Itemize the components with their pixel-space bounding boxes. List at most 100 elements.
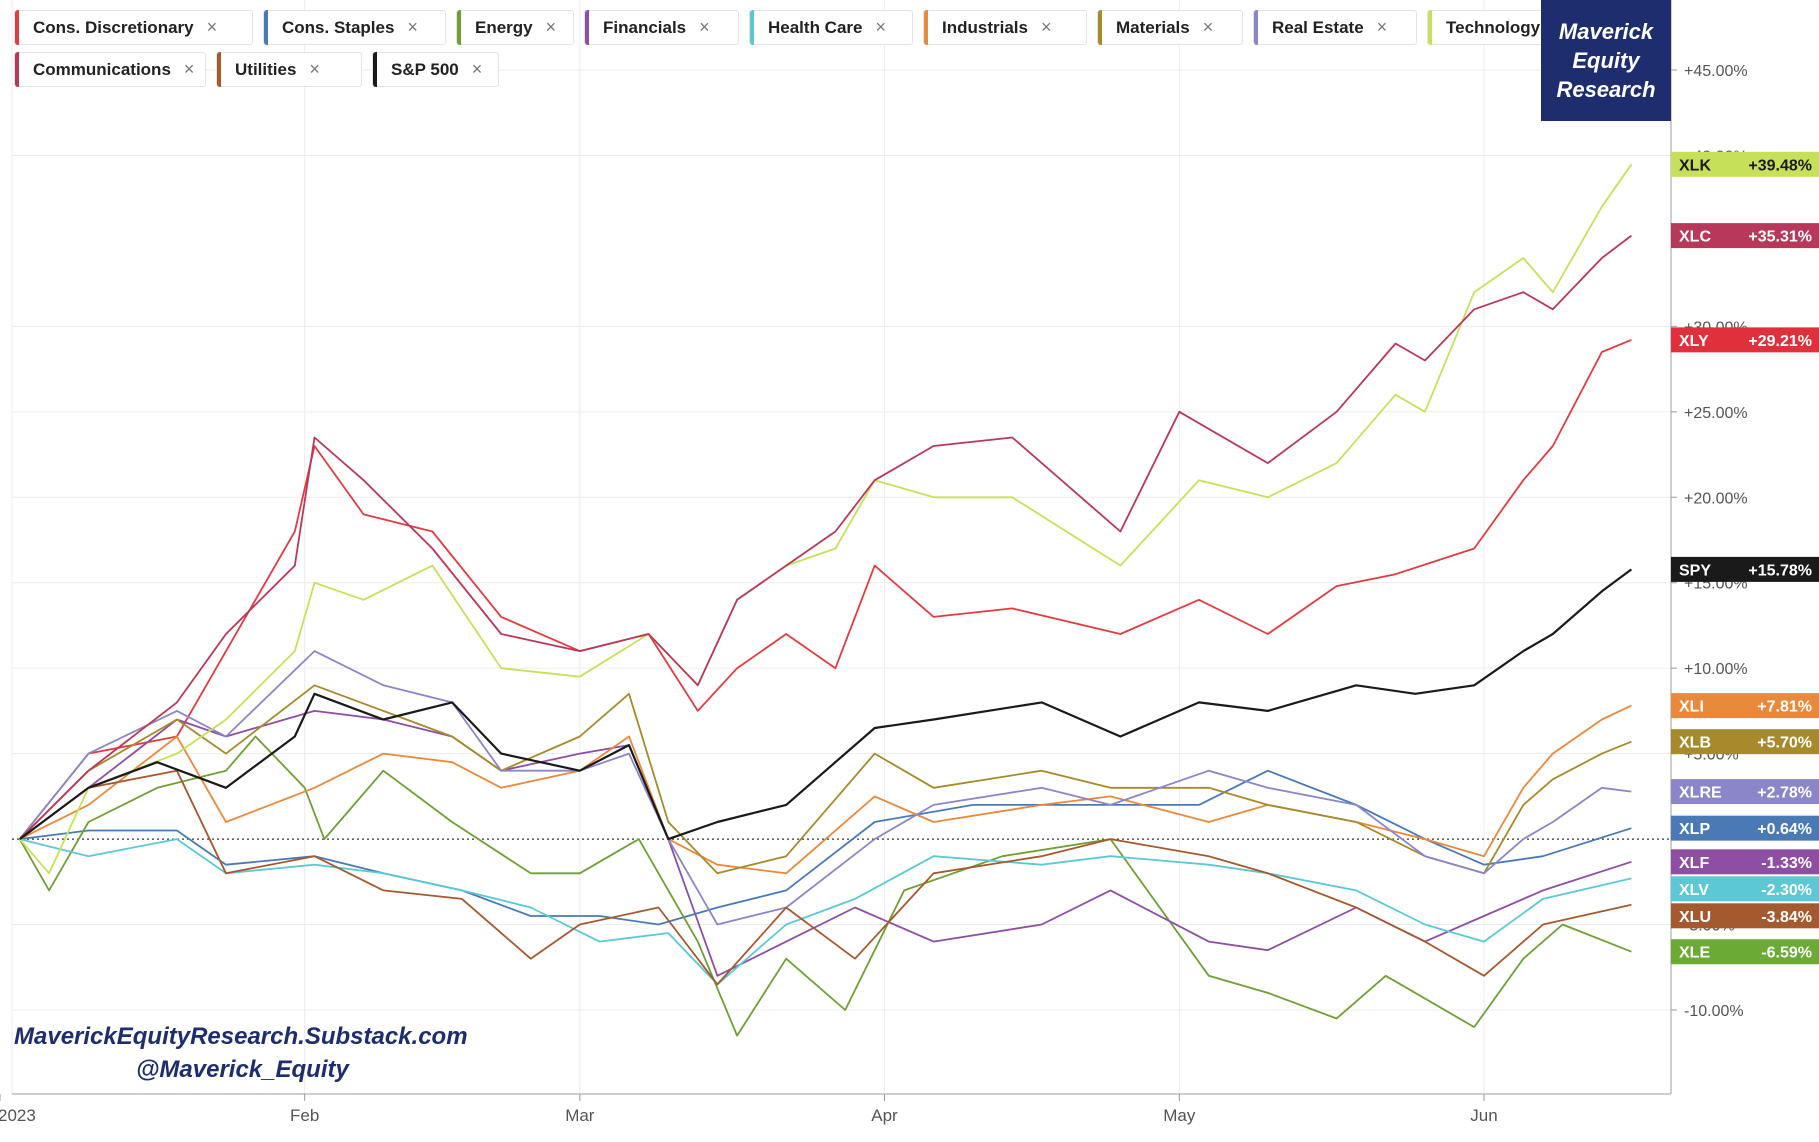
close-icon[interactable]: × bbox=[875, 17, 886, 37]
series-line-xlv bbox=[19, 838, 1632, 986]
end-label-box bbox=[1671, 876, 1819, 902]
legend-label: Industrials bbox=[942, 17, 1028, 37]
end-label-value: +15.78% bbox=[1748, 562, 1812, 579]
watermark: MaverickEquityResearch.Substack.com @Mav… bbox=[14, 1020, 468, 1086]
legend-swatch bbox=[924, 10, 928, 45]
legend-label: Materials bbox=[1116, 17, 1190, 37]
legend-label: Utilities bbox=[235, 59, 297, 79]
brand-line: Equity bbox=[1572, 48, 1640, 73]
end-label-box bbox=[1671, 815, 1819, 841]
end-label-xlb: XLB +5.70% bbox=[1671, 729, 1819, 755]
end-label-box bbox=[1671, 779, 1819, 805]
end-label-value: +2.78% bbox=[1757, 785, 1812, 802]
legend-swatch bbox=[457, 10, 461, 45]
close-icon[interactable]: × bbox=[407, 17, 418, 37]
close-icon[interactable]: × bbox=[309, 59, 320, 79]
x-tick-label: Mar bbox=[565, 1106, 595, 1125]
end-label-box bbox=[1671, 327, 1819, 353]
end-label-ticker: XLK bbox=[1679, 157, 1711, 174]
end-label-value: +35.31% bbox=[1748, 229, 1812, 246]
legend-chip[interactable]: Cons. Staples × bbox=[263, 10, 446, 45]
y-tick-label: +25.00% bbox=[1684, 405, 1748, 422]
legend-label: Cons. Discretionary bbox=[33, 17, 194, 37]
legend-chip[interactable]: Real Estate × bbox=[1253, 10, 1417, 45]
end-label-ticker: XLF bbox=[1679, 855, 1709, 872]
legend-chip[interactable]: Communications × bbox=[14, 52, 206, 87]
end-label-xlc: XLC +35.31% bbox=[1671, 223, 1819, 249]
y-tick-label: +20.00% bbox=[1684, 490, 1748, 507]
legend-chip[interactable]: Materials × bbox=[1097, 10, 1243, 45]
legend-swatch bbox=[15, 52, 19, 87]
watermark-site: MaverickEquityResearch.Substack.com bbox=[14, 1023, 468, 1050]
close-icon[interactable]: × bbox=[1376, 17, 1388, 37]
end-label-box bbox=[1671, 223, 1819, 249]
legend-chip[interactable]: Industrials × bbox=[923, 10, 1087, 45]
end-label-xlp: XLP +0.64% bbox=[1671, 815, 1819, 841]
legend-swatch bbox=[373, 52, 377, 87]
x-tick-label: Jun bbox=[1470, 1106, 1497, 1125]
legend-chip[interactable]: Financials × bbox=[584, 10, 739, 45]
legend-label: Health Care bbox=[768, 17, 863, 37]
end-label-box bbox=[1671, 849, 1819, 875]
legend-swatch bbox=[1098, 10, 1102, 45]
close-icon[interactable]: × bbox=[183, 59, 195, 79]
end-label-ticker: XLB bbox=[1679, 735, 1711, 752]
close-icon[interactable]: × bbox=[1040, 17, 1052, 37]
series-line-spy bbox=[19, 568, 1633, 841]
end-label-value: -3.84% bbox=[1761, 909, 1812, 926]
end-label-ticker: XLU bbox=[1679, 909, 1711, 926]
legend-label: Communications bbox=[33, 59, 171, 79]
end-label-value: -1.33% bbox=[1761, 855, 1812, 872]
watermark-handle: @Maverick_Equity bbox=[136, 1056, 349, 1083]
series-line-xly bbox=[18, 339, 1632, 840]
series-line-xlre bbox=[18, 650, 1632, 926]
end-label-spy: SPY +15.78% bbox=[1671, 556, 1819, 582]
y-tick-label: -10.00% bbox=[1684, 1003, 1744, 1020]
end-label-value: +7.81% bbox=[1757, 699, 1812, 716]
legend-chip[interactable]: Utilities × bbox=[216, 52, 362, 87]
end-label-xli: XLI +7.81% bbox=[1671, 693, 1819, 719]
legend-chip[interactable]: Health Care × bbox=[749, 10, 913, 45]
x-tick-label: 2023 bbox=[0, 1106, 36, 1125]
close-icon[interactable]: × bbox=[1202, 17, 1214, 37]
legend-swatch bbox=[15, 10, 19, 45]
legend-swatch bbox=[264, 10, 268, 45]
y-tick-label: +45.00% bbox=[1684, 63, 1748, 80]
end-label-value: +29.21% bbox=[1748, 333, 1812, 350]
series-line-xlp bbox=[19, 769, 1632, 926]
end-label-ticker: XLE bbox=[1679, 945, 1710, 962]
brand-line: Research bbox=[1556, 77, 1656, 102]
close-icon[interactable]: × bbox=[206, 17, 218, 37]
close-icon[interactable]: × bbox=[545, 17, 557, 37]
end-label-box bbox=[1671, 939, 1819, 965]
end-label-value: -6.59% bbox=[1761, 945, 1812, 962]
close-icon[interactable]: × bbox=[699, 17, 710, 37]
end-label-ticker: XLV bbox=[1679, 882, 1709, 899]
legend-swatch bbox=[1254, 10, 1258, 45]
end-label-ticker: XLI bbox=[1679, 699, 1704, 716]
legend-chip[interactable]: S&P 500 × bbox=[372, 52, 499, 87]
brand-logo: Maverick Equity Research bbox=[1541, 0, 1671, 121]
end-label-value: +0.64% bbox=[1757, 821, 1812, 838]
end-label-box bbox=[1671, 729, 1819, 755]
legend-label: S&P 500 bbox=[391, 59, 459, 79]
end-label-xlu: XLU -3.84% bbox=[1671, 903, 1819, 929]
end-label-value: +39.48% bbox=[1748, 157, 1812, 174]
series-line-xlk bbox=[19, 163, 1633, 875]
x-tick-label: May bbox=[1163, 1106, 1196, 1125]
legend-chip[interactable]: Energy × bbox=[456, 10, 574, 45]
legend-label: Energy bbox=[475, 17, 533, 37]
end-label-box bbox=[1671, 556, 1819, 582]
brand-line: Maverick bbox=[1558, 19, 1654, 44]
close-icon[interactable]: × bbox=[471, 59, 483, 79]
end-label-ticker: SPY bbox=[1679, 562, 1711, 579]
legend-chip[interactable]: Cons. Discretionary × bbox=[14, 10, 253, 45]
legend-label: Real Estate bbox=[1272, 17, 1364, 37]
x-tick-label: Apr bbox=[871, 1106, 898, 1125]
legend-label: Cons. Staples bbox=[282, 17, 395, 37]
legend-swatch bbox=[750, 10, 754, 45]
series-line-xle bbox=[18, 735, 1632, 1037]
x-tick-label: Feb bbox=[290, 1106, 319, 1125]
series-line-xlu bbox=[19, 769, 1632, 986]
